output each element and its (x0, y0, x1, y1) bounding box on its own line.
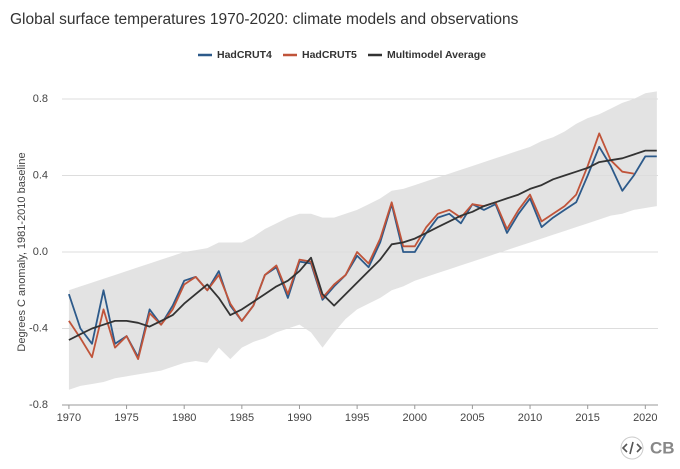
chart-title: Global surface temperatures 1970-2020: c… (10, 11, 519, 28)
model-range-band (68, 91, 657, 390)
x-tick-label: 1970 (57, 412, 81, 424)
y-tick-label: 0.8 (33, 93, 48, 105)
embed-icon[interactable] (620, 436, 644, 460)
y-axis-label: Degrees C anomaly, 1981-2010 baseline (16, 152, 28, 351)
y-tick-label: 0.4 (33, 169, 48, 181)
y-tick-label: -0.4 (29, 322, 48, 334)
x-tick-label: 1985 (230, 412, 254, 424)
legend-label: HadCRUT4 (217, 49, 272, 61)
x-tick-label: 2005 (460, 412, 484, 424)
legend-label: HadCRUT5 (302, 49, 357, 61)
x-tick-label: 1975 (114, 412, 138, 424)
x-tick-label: 2020 (633, 412, 657, 424)
series-line (68, 145, 657, 359)
x-tick-label: 2000 (403, 412, 427, 424)
series-line (68, 132, 634, 360)
x-tick-label: 1980 (172, 412, 196, 424)
x-tick-label: 1995 (345, 412, 369, 424)
logo: CB (650, 438, 675, 457)
embed-icon-glyph[interactable] (621, 441, 643, 455)
x-tick-label: 2015 (575, 412, 599, 424)
plot-area (62, 91, 658, 406)
x-tick-label: 1990 (287, 412, 311, 424)
y-tick-label: -0.8 (29, 399, 48, 411)
legend-label: Multimodel Average (387, 49, 486, 61)
series-line (68, 149, 657, 341)
y-tick-label: 0.0 (33, 246, 48, 258)
x-tick-label: 2010 (518, 412, 542, 424)
